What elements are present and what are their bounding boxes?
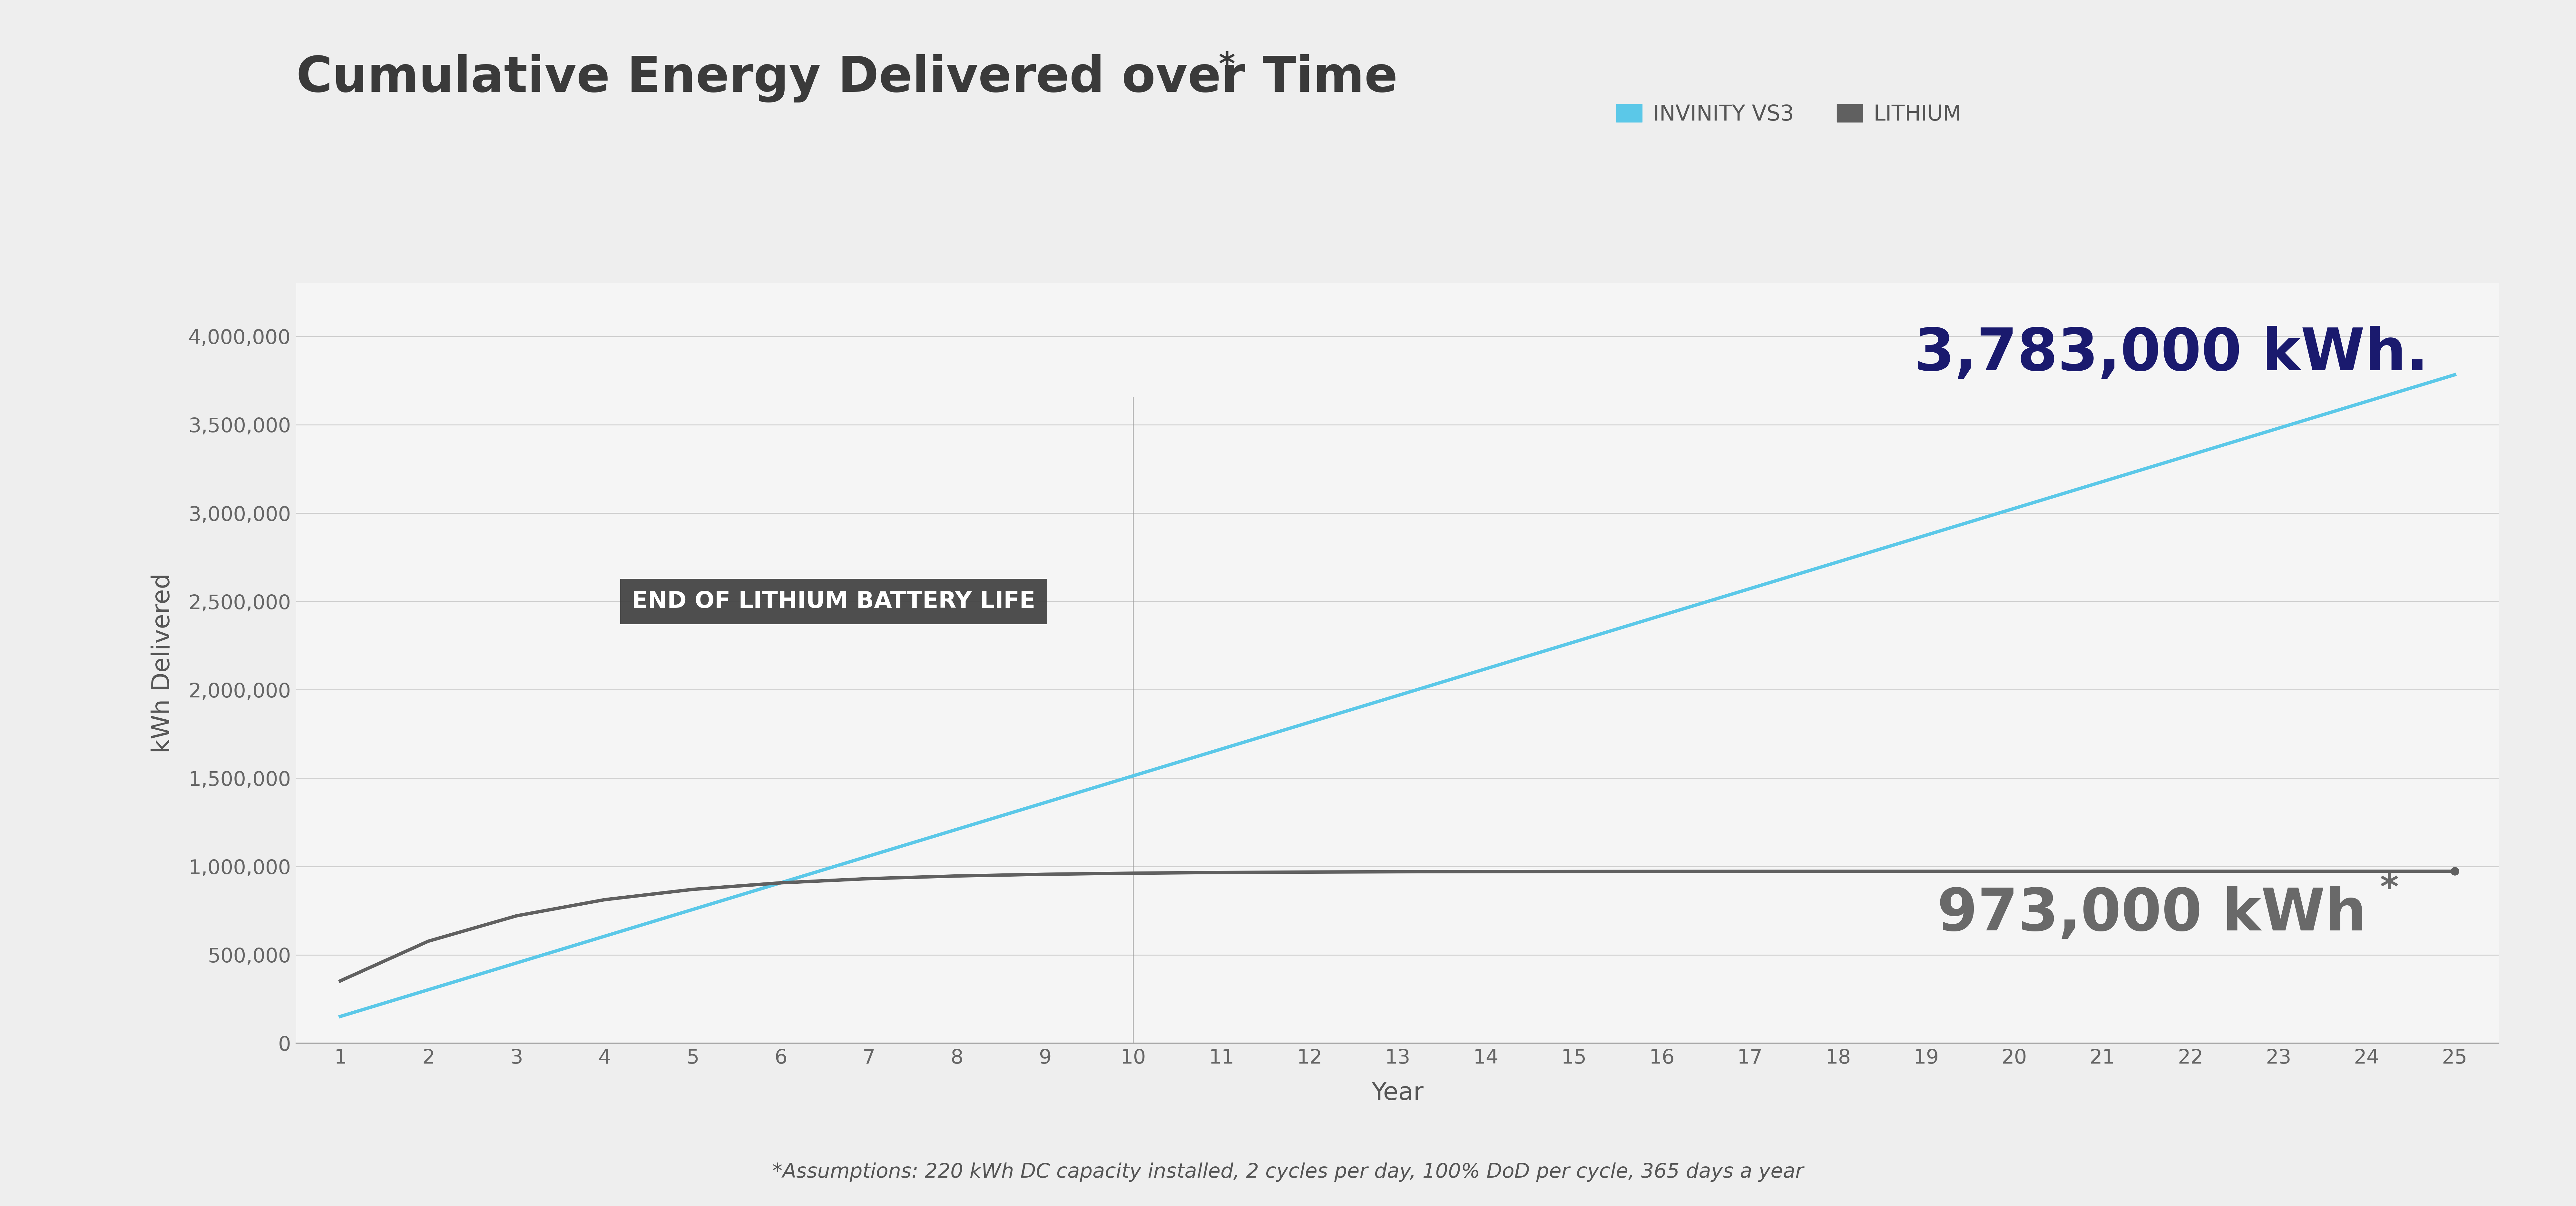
Text: END OF LITHIUM BATTERY LIFE: END OF LITHIUM BATTERY LIFE — [631, 591, 1036, 613]
Legend: INVINITY VS3, LITHIUM: INVINITY VS3, LITHIUM — [1607, 95, 1971, 134]
Text: 3,783,000 kWh.: 3,783,000 kWh. — [1914, 326, 2429, 382]
Y-axis label: kWh Delivered: kWh Delivered — [152, 573, 175, 754]
Text: *: * — [1218, 51, 1234, 81]
Text: *: * — [2380, 872, 2398, 907]
X-axis label: Year: Year — [1370, 1082, 1425, 1105]
Text: 973,000 kWh: 973,000 kWh — [1937, 886, 2367, 943]
Text: Cumulative Energy Delivered over Time: Cumulative Energy Delivered over Time — [296, 54, 1399, 103]
Text: *Assumptions: 220 kWh DC capacity installed, 2 cycles per day, 100% DoD per cycl: *Assumptions: 220 kWh DC capacity instal… — [773, 1163, 1803, 1182]
